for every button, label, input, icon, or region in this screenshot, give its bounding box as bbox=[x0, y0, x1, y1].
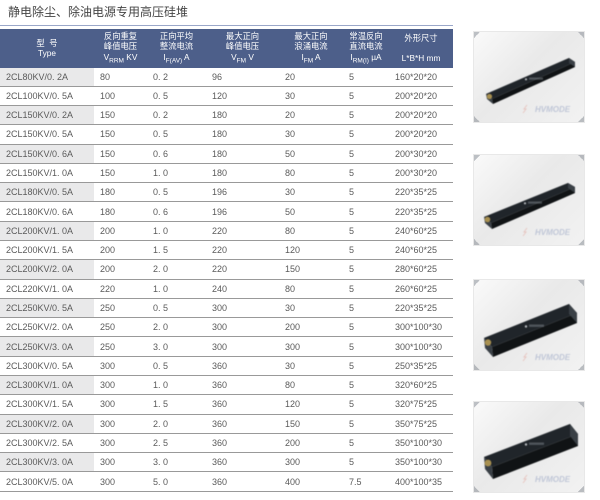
svg-text:HVMODE: HVMODE bbox=[535, 475, 571, 484]
svg-text:HVMODE: HVMODE bbox=[535, 353, 571, 362]
svg-text:HVMODE: HVMODE bbox=[535, 105, 571, 114]
svg-text:HVMODE: HVMODE bbox=[535, 228, 571, 237]
